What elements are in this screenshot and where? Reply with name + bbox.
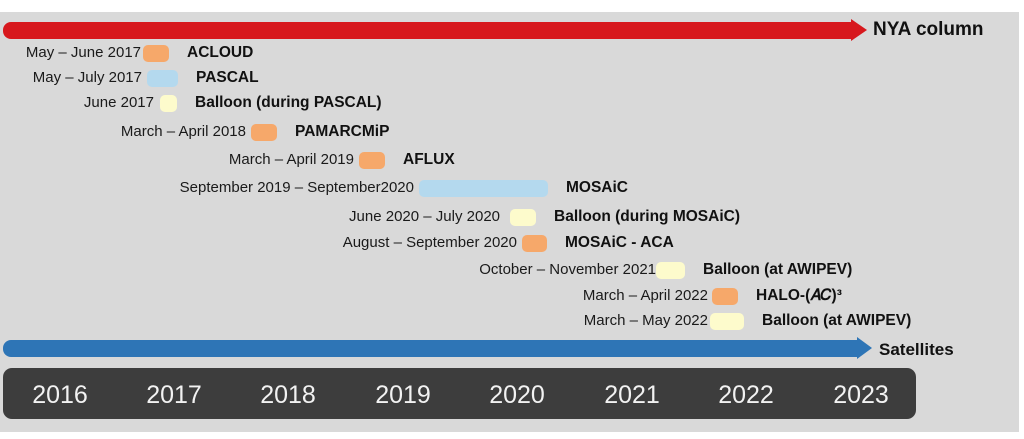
campaign-duration-pill [419, 180, 548, 197]
campaign-name: Balloon (at AWIPEV) [703, 261, 853, 278]
year-label: 2021 [604, 381, 660, 409]
campaign-duration-pill [710, 313, 744, 330]
campaign-duration-pill [143, 45, 169, 62]
campaign-name: ACLOUD [187, 44, 254, 61]
nya-column-label: NYA column [873, 19, 984, 40]
year-label: 2017 [146, 381, 202, 409]
campaign-date: March – April 2019 [228, 151, 354, 168]
year-label: 2023 [833, 381, 889, 409]
campaign-date: August – September 2020 [342, 234, 517, 251]
year-label: 2022 [718, 381, 774, 409]
campaign-name: Balloon (during PASCAL) [195, 94, 382, 111]
campaign-date: October – November 2021 [479, 261, 656, 278]
campaign-duration-pill [712, 288, 738, 305]
campaign-duration-pill [359, 152, 385, 169]
campaign-duration-pill [147, 70, 178, 87]
campaign-name: Balloon (at AWIPEV) [762, 312, 912, 329]
campaign-date: June 2020 – July 2020 [349, 208, 500, 225]
satellites-label: Satellites [879, 340, 954, 359]
campaign-date: September 2019 – September2020 [179, 179, 414, 196]
nya-column-arrow-head [851, 19, 867, 41]
campaign-name: MOSAiC - ACA [565, 234, 674, 251]
campaign-duration-pill [160, 95, 177, 112]
year-timeline-bar: 2016 2017 2018 2019 2020 2021 2022 2023 [3, 368, 916, 419]
campaign-name: MOSAiC [566, 179, 628, 196]
campaign-duration-pill [656, 262, 685, 279]
campaign-duration-pill [510, 209, 536, 226]
year-label: 2016 [32, 381, 88, 409]
nya-column-arrow-shaft [3, 22, 851, 39]
campaign-date: March – May 2022 [583, 312, 708, 329]
campaign-duration-pill [522, 235, 547, 252]
campaign-name: HALO-(𝐴𝐶)³ [756, 287, 842, 304]
campaign-date: June 2017 [83, 94, 154, 111]
campaign-duration-pill [251, 124, 277, 141]
campaign-date: March – April 2018 [120, 123, 246, 140]
satellites-arrow-head [857, 337, 872, 359]
satellites-arrow-shaft [3, 340, 857, 357]
campaign-name: PAMARCMiP [295, 123, 390, 140]
campaign-date: May – June 2017 [25, 44, 141, 61]
campaign-name: Balloon (during MOSAiC) [554, 208, 740, 225]
campaign-date: March – April 2022 [582, 287, 708, 304]
campaign-date: May – July 2017 [32, 69, 142, 86]
year-label: 2020 [489, 381, 545, 409]
year-label: 2019 [375, 381, 431, 409]
campaign-name: PASCAL [196, 69, 259, 86]
campaign-name: AFLUX [403, 151, 455, 168]
year-label: 2018 [260, 381, 316, 409]
